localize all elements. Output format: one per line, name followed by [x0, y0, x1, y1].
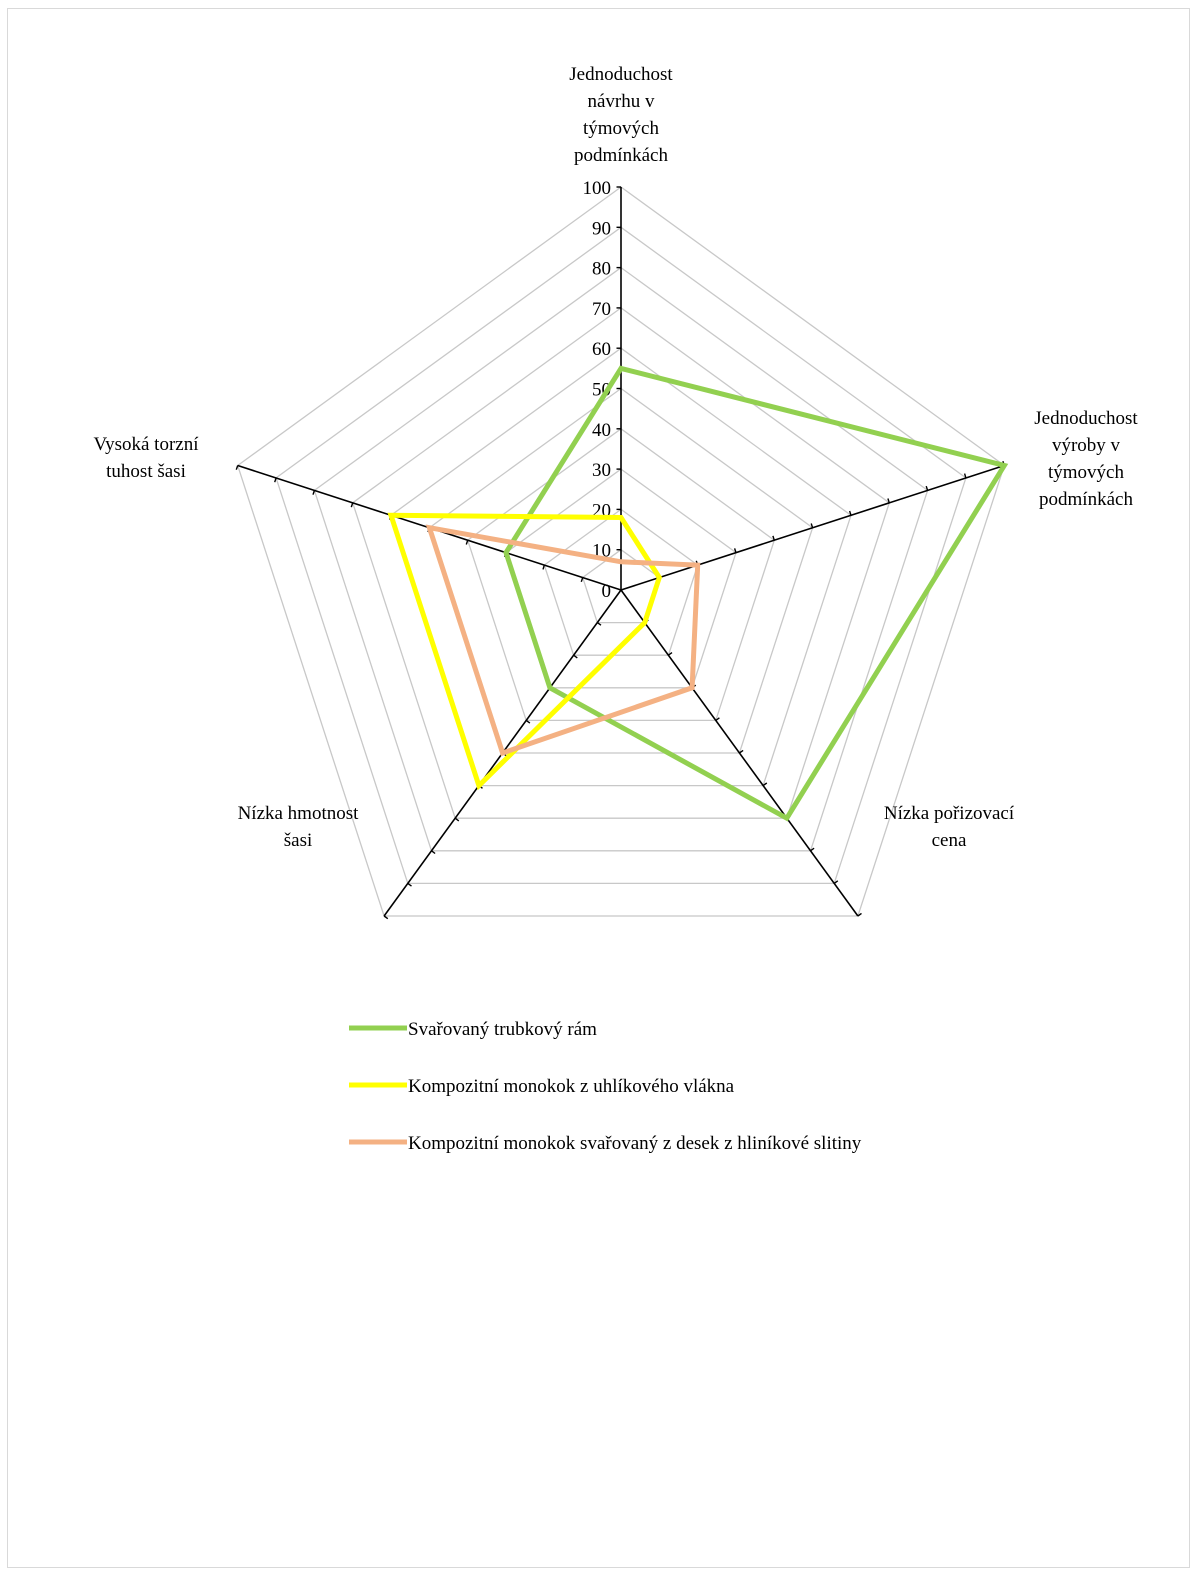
axis-tick: [667, 652, 673, 656]
tick-label: 60: [592, 339, 611, 360]
grid-ring: [428, 387, 814, 754]
axis-tick: [810, 523, 814, 528]
axis-tick: [848, 510, 852, 516]
series-line: [387, 512, 663, 791]
grid-ring: [275, 226, 967, 885]
grid-ring: [351, 307, 891, 819]
axis-tick: [312, 490, 316, 495]
tick-label: 80: [592, 259, 611, 280]
axis-tick: [350, 502, 354, 508]
category-label: výroby v: [1052, 435, 1121, 456]
grid-ring: [581, 548, 661, 624]
legend-label: Kompozitní monokok svařovaný z desek z h…: [408, 1133, 862, 1154]
axis-tick: [762, 782, 768, 787]
axis-tick: [431, 850, 436, 855]
axis-tick: [465, 539, 469, 545]
axis-tick: [772, 535, 775, 541]
category-label: týmových: [583, 118, 659, 139]
axis-tick: [857, 912, 862, 917]
legend-label: Svařovaný trubkový rám: [408, 1019, 597, 1040]
category-label: Jednoduchost: [569, 64, 673, 85]
axis-tick: [715, 717, 720, 721]
axis-tick: [542, 564, 545, 570]
tick-label: 90: [592, 218, 611, 239]
grid-ring: [466, 427, 776, 722]
category-label: Nízka hmotnost: [238, 803, 360, 824]
category-label: cena: [932, 830, 967, 851]
axis-spoke: [620, 464, 1005, 591]
category-label: tuhost šasi: [106, 461, 186, 482]
axis-tick: [887, 498, 890, 504]
axis-tick: [407, 882, 412, 887]
tick-label: 70: [592, 299, 611, 320]
axis-tick: [925, 485, 929, 491]
axis-tick: [235, 465, 239, 470]
series-line: [503, 365, 1009, 822]
grid-ring: [390, 347, 852, 787]
axis-tick: [596, 622, 602, 626]
tick-label: 30: [592, 460, 611, 481]
grid-ring: [505, 468, 737, 689]
grid-ring: [236, 186, 1006, 917]
axis-tick: [733, 548, 737, 553]
axis-tick: [274, 477, 277, 483]
category-label: podmínkách: [574, 145, 668, 166]
category-label: Nízka pořizovací: [884, 803, 1015, 824]
axis-tick: [454, 817, 460, 822]
series-line: [425, 524, 701, 757]
tick-label: 100: [583, 178, 612, 199]
axis-tick: [833, 880, 839, 884]
grid-ring: [543, 508, 699, 656]
tick-label: 40: [592, 420, 611, 441]
axis-tick: [810, 847, 815, 852]
grid-ring: [313, 266, 929, 852]
axis-tick: [580, 577, 584, 583]
axis-tick: [738, 749, 744, 754]
chart-frame: [7, 8, 1190, 1568]
category-label: týmových: [1048, 462, 1124, 483]
axis-tick: [963, 473, 967, 479]
category-label: Vysoká torzní: [93, 434, 199, 455]
axis-tick: [383, 915, 389, 920]
category-label: šasi: [284, 830, 313, 851]
axis-tick: [573, 654, 578, 659]
category-label: podmínkách: [1039, 489, 1133, 510]
tick-label: 0: [602, 581, 612, 602]
category-label: Jednoduchost: [1034, 408, 1138, 429]
category-label: návrhu v: [587, 91, 655, 112]
axis-tick: [525, 719, 531, 724]
legend-label: Kompozitní monokok z uhlíkového vlákna: [408, 1076, 735, 1097]
